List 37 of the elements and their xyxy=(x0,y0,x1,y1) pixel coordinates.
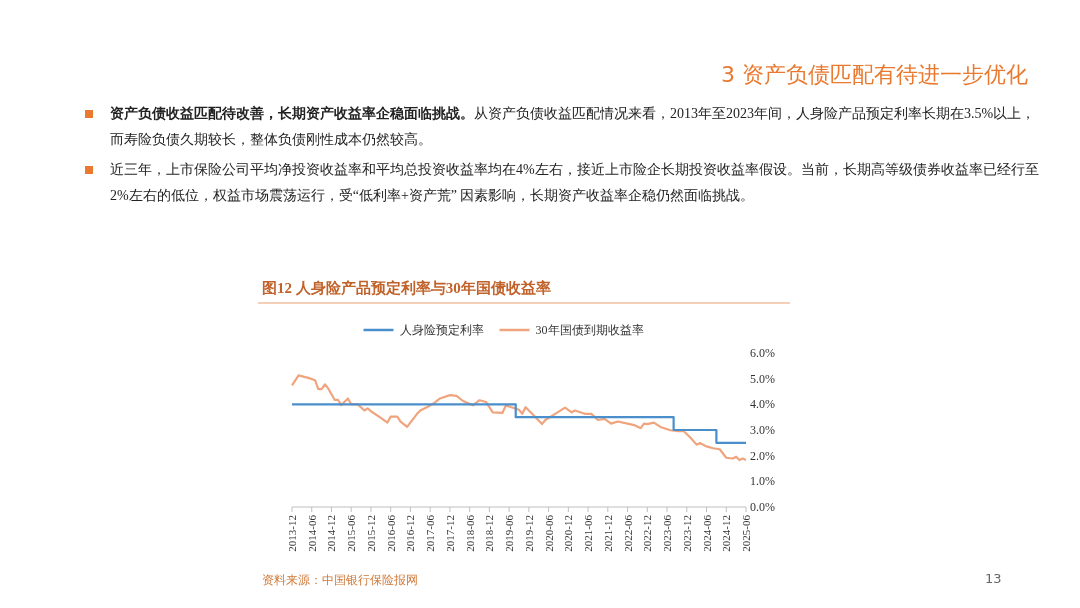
chart-title: 图12 人身险产品预定利率与30年国债收益率 xyxy=(262,279,551,296)
x-tick-label: 2023-06 xyxy=(661,514,674,552)
source: 资料来源：中国银行保险报网 xyxy=(262,572,418,589)
x-tick-label: 2015-12 xyxy=(364,515,377,552)
y-tick-label: 1.0% xyxy=(750,474,775,489)
y-tick-label: 3.0% xyxy=(750,423,775,437)
y-tick-label: 2.0% xyxy=(750,448,775,463)
x-tick-label: 2014-12 xyxy=(325,515,338,552)
x-tick-label: 2020-12 xyxy=(562,515,575,552)
x-tick-label: 2024-06 xyxy=(700,514,713,552)
x-tick-label: 2024-12 xyxy=(720,515,733,552)
x-tick-label: 2019-06 xyxy=(503,514,516,552)
x-tick-label: 2015-06 xyxy=(345,514,358,552)
x-tick-label: 2020-06 xyxy=(542,514,555,552)
x-tick-label: 2022-12 xyxy=(641,515,654,552)
x-tick-label: 2016-12 xyxy=(404,515,417,552)
x-tick-label: 2017-12 xyxy=(443,515,456,552)
x-tick-label: 2017-06 xyxy=(424,514,437,552)
heading: 3 资产负债匹配有待进一步优化 xyxy=(721,61,1028,89)
y-tick-label: 4.0% xyxy=(750,397,775,412)
x-tick-label: 2021-06 xyxy=(582,514,595,552)
x-tick-label: 2018-12 xyxy=(483,515,496,552)
page-number: 13 xyxy=(985,570,1002,588)
x-tick-label: 2019-12 xyxy=(522,515,535,552)
x-tick-label: 2021-12 xyxy=(601,515,614,552)
x-tick-label: 2023-12 xyxy=(680,515,693,552)
x-tick-label: 2013-12 xyxy=(286,515,298,552)
x-tick-label: 2022-06 xyxy=(621,514,634,552)
legend-label: 人身险预定利率 xyxy=(399,323,484,337)
y-tick-label: 0.0% xyxy=(750,500,775,514)
y-tick-label: 5.0% xyxy=(750,371,775,386)
x-tick-label: 2018-06 xyxy=(463,514,476,552)
legend-label: 30年国债到期收益率 xyxy=(535,323,644,337)
x-tick-label: 2025-06 xyxy=(740,514,752,552)
x-tick-label: 2016-06 xyxy=(384,514,397,552)
x-tick-label: 2014-06 xyxy=(305,514,318,552)
y-tick-label: 6.0% xyxy=(750,346,775,360)
